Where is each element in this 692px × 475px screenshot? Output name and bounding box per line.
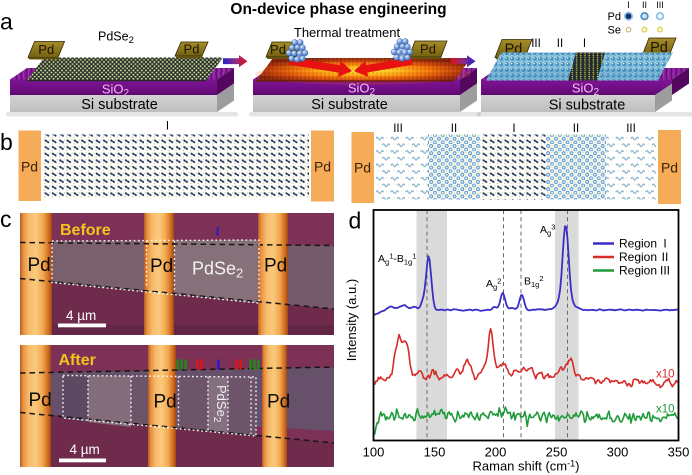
svg-text:x10: x10 [656, 404, 675, 416]
svg-text:150: 150 [424, 445, 446, 460]
svg-text:II: II [451, 123, 457, 135]
svg-text:350: 350 [668, 445, 690, 460]
svg-text:III: III [660, 264, 670, 278]
svg-text:x10: x10 [656, 369, 675, 381]
svg-text:Pd: Pd [270, 42, 286, 57]
svg-text:Pd: Pd [264, 256, 287, 277]
svg-text:Se: Se [608, 25, 621, 37]
svg-text:II: II [642, 0, 647, 10]
svg-text:III: III [531, 38, 541, 50]
svg-text:Pd: Pd [38, 42, 54, 57]
svg-text:Before: Before [60, 222, 111, 239]
svg-text:I: I [166, 121, 169, 133]
svg-text:SiO2: SiO2 [348, 81, 376, 99]
svg-text:300: 300 [607, 445, 629, 460]
svg-text:III: III [656, 0, 664, 10]
svg-text:Ag1-B1g1: Ag1-B1g1 [378, 252, 416, 267]
svg-text:Pd: Pd [29, 390, 52, 411]
svg-text:Region: Region [619, 264, 657, 278]
svg-text:Pd: Pd [420, 42, 436, 57]
svg-text:Pd: Pd [354, 160, 371, 176]
svg-text:Ag3: Ag3 [540, 223, 555, 238]
svg-text:PdSe2: PdSe2 [98, 30, 134, 47]
svg-text:II: II [557, 38, 563, 50]
svg-text:Pd: Pd [661, 160, 678, 176]
svg-text:Pd: Pd [314, 159, 331, 175]
svg-text:Pd: Pd [608, 11, 621, 23]
svg-text:II: II [573, 123, 579, 135]
svg-text:c: c [0, 206, 12, 232]
svg-text:SiO2: SiO2 [102, 82, 130, 100]
svg-text:Pd: Pd [650, 40, 668, 56]
svg-text:II: II [662, 250, 669, 264]
svg-text:Pd: Pd [154, 392, 177, 413]
svg-text:Intensity (a.u.): Intensity (a.u.) [344, 279, 359, 361]
svg-text:Region: Region [619, 237, 657, 251]
svg-text:b: b [0, 129, 13, 155]
svg-text:Pd: Pd [184, 42, 200, 57]
svg-text:After: After [59, 352, 96, 369]
svg-text:Pd: Pd [267, 392, 290, 413]
svg-text:Region: Region [619, 250, 657, 264]
svg-text:Thermal treatment: Thermal treatment [294, 25, 401, 40]
svg-text:Pd: Pd [28, 255, 51, 276]
svg-text:I: I [627, 0, 630, 10]
svg-text:SiO2: SiO2 [572, 81, 600, 99]
svg-text:Ag2: Ag2 [486, 277, 501, 292]
svg-text:III: III [393, 123, 403, 135]
svg-text:Si substrate: Si substrate [81, 97, 158, 113]
svg-text:I: I [512, 123, 515, 135]
svg-text:I: I [216, 224, 220, 239]
svg-text:Raman shift (cm-1): Raman shift (cm-1) [473, 459, 580, 474]
svg-text:a: a [0, 9, 13, 35]
svg-text:d: d [349, 207, 362, 233]
svg-text:III: III [626, 123, 636, 135]
svg-text:200: 200 [485, 445, 507, 460]
svg-text:Si substrate: Si substrate [311, 97, 388, 113]
svg-text:Pd: Pd [150, 256, 173, 277]
svg-text:I: I [663, 237, 666, 251]
svg-text:PdSe2: PdSe2 [211, 385, 229, 423]
svg-text:Si substrate: Si substrate [549, 98, 626, 114]
svg-text:4 µm: 4 µm [66, 308, 96, 323]
svg-text:On-device phase engineering: On-device phase engineering [230, 1, 446, 18]
svg-text:4 µm: 4 µm [70, 442, 100, 457]
svg-text:I: I [583, 38, 586, 50]
svg-text:PdSe2: PdSe2 [192, 259, 243, 281]
svg-text:100: 100 [363, 445, 385, 460]
svg-text:Pd: Pd [21, 159, 38, 175]
svg-text:250: 250 [546, 445, 568, 460]
svg-text:B1g2: B1g2 [524, 274, 544, 289]
